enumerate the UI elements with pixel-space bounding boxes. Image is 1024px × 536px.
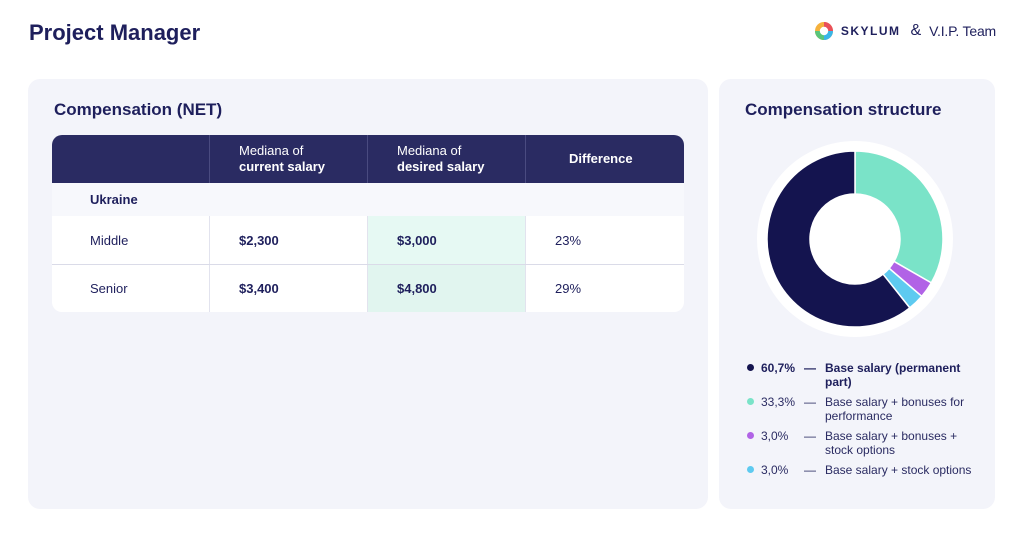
legend-dash: — — [804, 429, 816, 443]
donut-slice — [854, 150, 944, 284]
skylum-wordmark: SKYLUM — [840, 24, 901, 38]
row-difference: 29% — [555, 281, 582, 296]
column-header-current: Mediana of current salary — [210, 135, 368, 183]
row-desired-salary: $3,000 — [368, 216, 526, 264]
legend-dot — [747, 364, 754, 371]
ampersand: & — [910, 22, 922, 39]
legend-dot — [747, 432, 754, 439]
legend-dot — [747, 466, 754, 473]
donut-slice — [766, 150, 911, 328]
column-header-desired-line1: Mediana of — [397, 143, 462, 158]
row-level: Middle — [52, 216, 210, 264]
legend-percent: 60,7% — [761, 361, 796, 375]
column-header-difference: Difference — [526, 135, 684, 183]
page-title: Project Manager — [29, 20, 201, 45]
compensation-title: Compensation (NET) — [54, 100, 223, 119]
legend-percent: 33,3% — [761, 395, 796, 409]
column-header-level — [52, 135, 210, 183]
legend-item: 33,3% — Base salary + bonuses for perfor… — [747, 395, 987, 423]
row-difference: 23% — [555, 232, 582, 248]
row-current-salary: $2,300 — [210, 216, 368, 264]
row-level: Senior — [52, 265, 210, 312]
legend-label: Base salary + bonuses for performance — [825, 395, 965, 423]
region-row: Ukraine — [52, 183, 684, 216]
legend-item: 3,0% — Base salary + stock options — [747, 463, 987, 477]
structure-card: Compensation structure 60,7% — Base sala… — [719, 79, 995, 509]
column-header-difference-label: Difference — [569, 151, 633, 166]
structure-title: Compensation structure — [745, 100, 942, 119]
compensation-table: Mediana of current salary Mediana of des… — [52, 135, 684, 312]
table-row: Middle $2,300 $3,000 23% — [52, 216, 684, 264]
column-header-desired-line2: desired salary — [397, 159, 485, 174]
row-current-salary: $3,400 — [210, 265, 368, 312]
column-header-current-line1: Mediana of — [239, 143, 304, 158]
row-desired-salary: $4,800 — [368, 265, 526, 312]
skylum-logo-icon — [814, 22, 833, 40]
legend-item: 3,0% — Base salary + bonuses + stock opt… — [747, 429, 987, 457]
legend-label: Base salary (permanent part) — [825, 361, 961, 389]
column-header-current-line2: current salary — [239, 159, 325, 174]
legend-item: 60,7% — Base salary (permanent part) — [747, 361, 987, 389]
table-header: Mediana of current salary Mediana of des… — [52, 135, 684, 183]
brand-logos: SKYLUM & V.I.P. Team — [814, 20, 996, 42]
legend-label: Base salary + bonuses + stock options — [825, 429, 958, 457]
legend: 60,7% — Base salary (permanent part) 33,… — [747, 361, 987, 483]
legend-label: Base salary + stock options — [825, 463, 972, 477]
legend-dot — [747, 398, 754, 405]
donut-chart-svg — [757, 141, 953, 337]
table-row: Senior $3,400 $4,800 29% — [52, 264, 684, 312]
column-header-desired: Mediana of desired salary — [368, 135, 526, 183]
vip-team-wordmark: V.I.P. Team — [929, 23, 996, 39]
donut-chart — [757, 141, 953, 337]
compensation-card: Compensation (NET) Mediana of current sa… — [28, 79, 708, 509]
legend-percent: 3,0% — [761, 429, 789, 443]
legend-dash: — — [804, 395, 816, 409]
legend-percent: 3,0% — [761, 463, 789, 477]
legend-dash: — — [804, 463, 816, 477]
legend-dash: — — [804, 361, 816, 375]
